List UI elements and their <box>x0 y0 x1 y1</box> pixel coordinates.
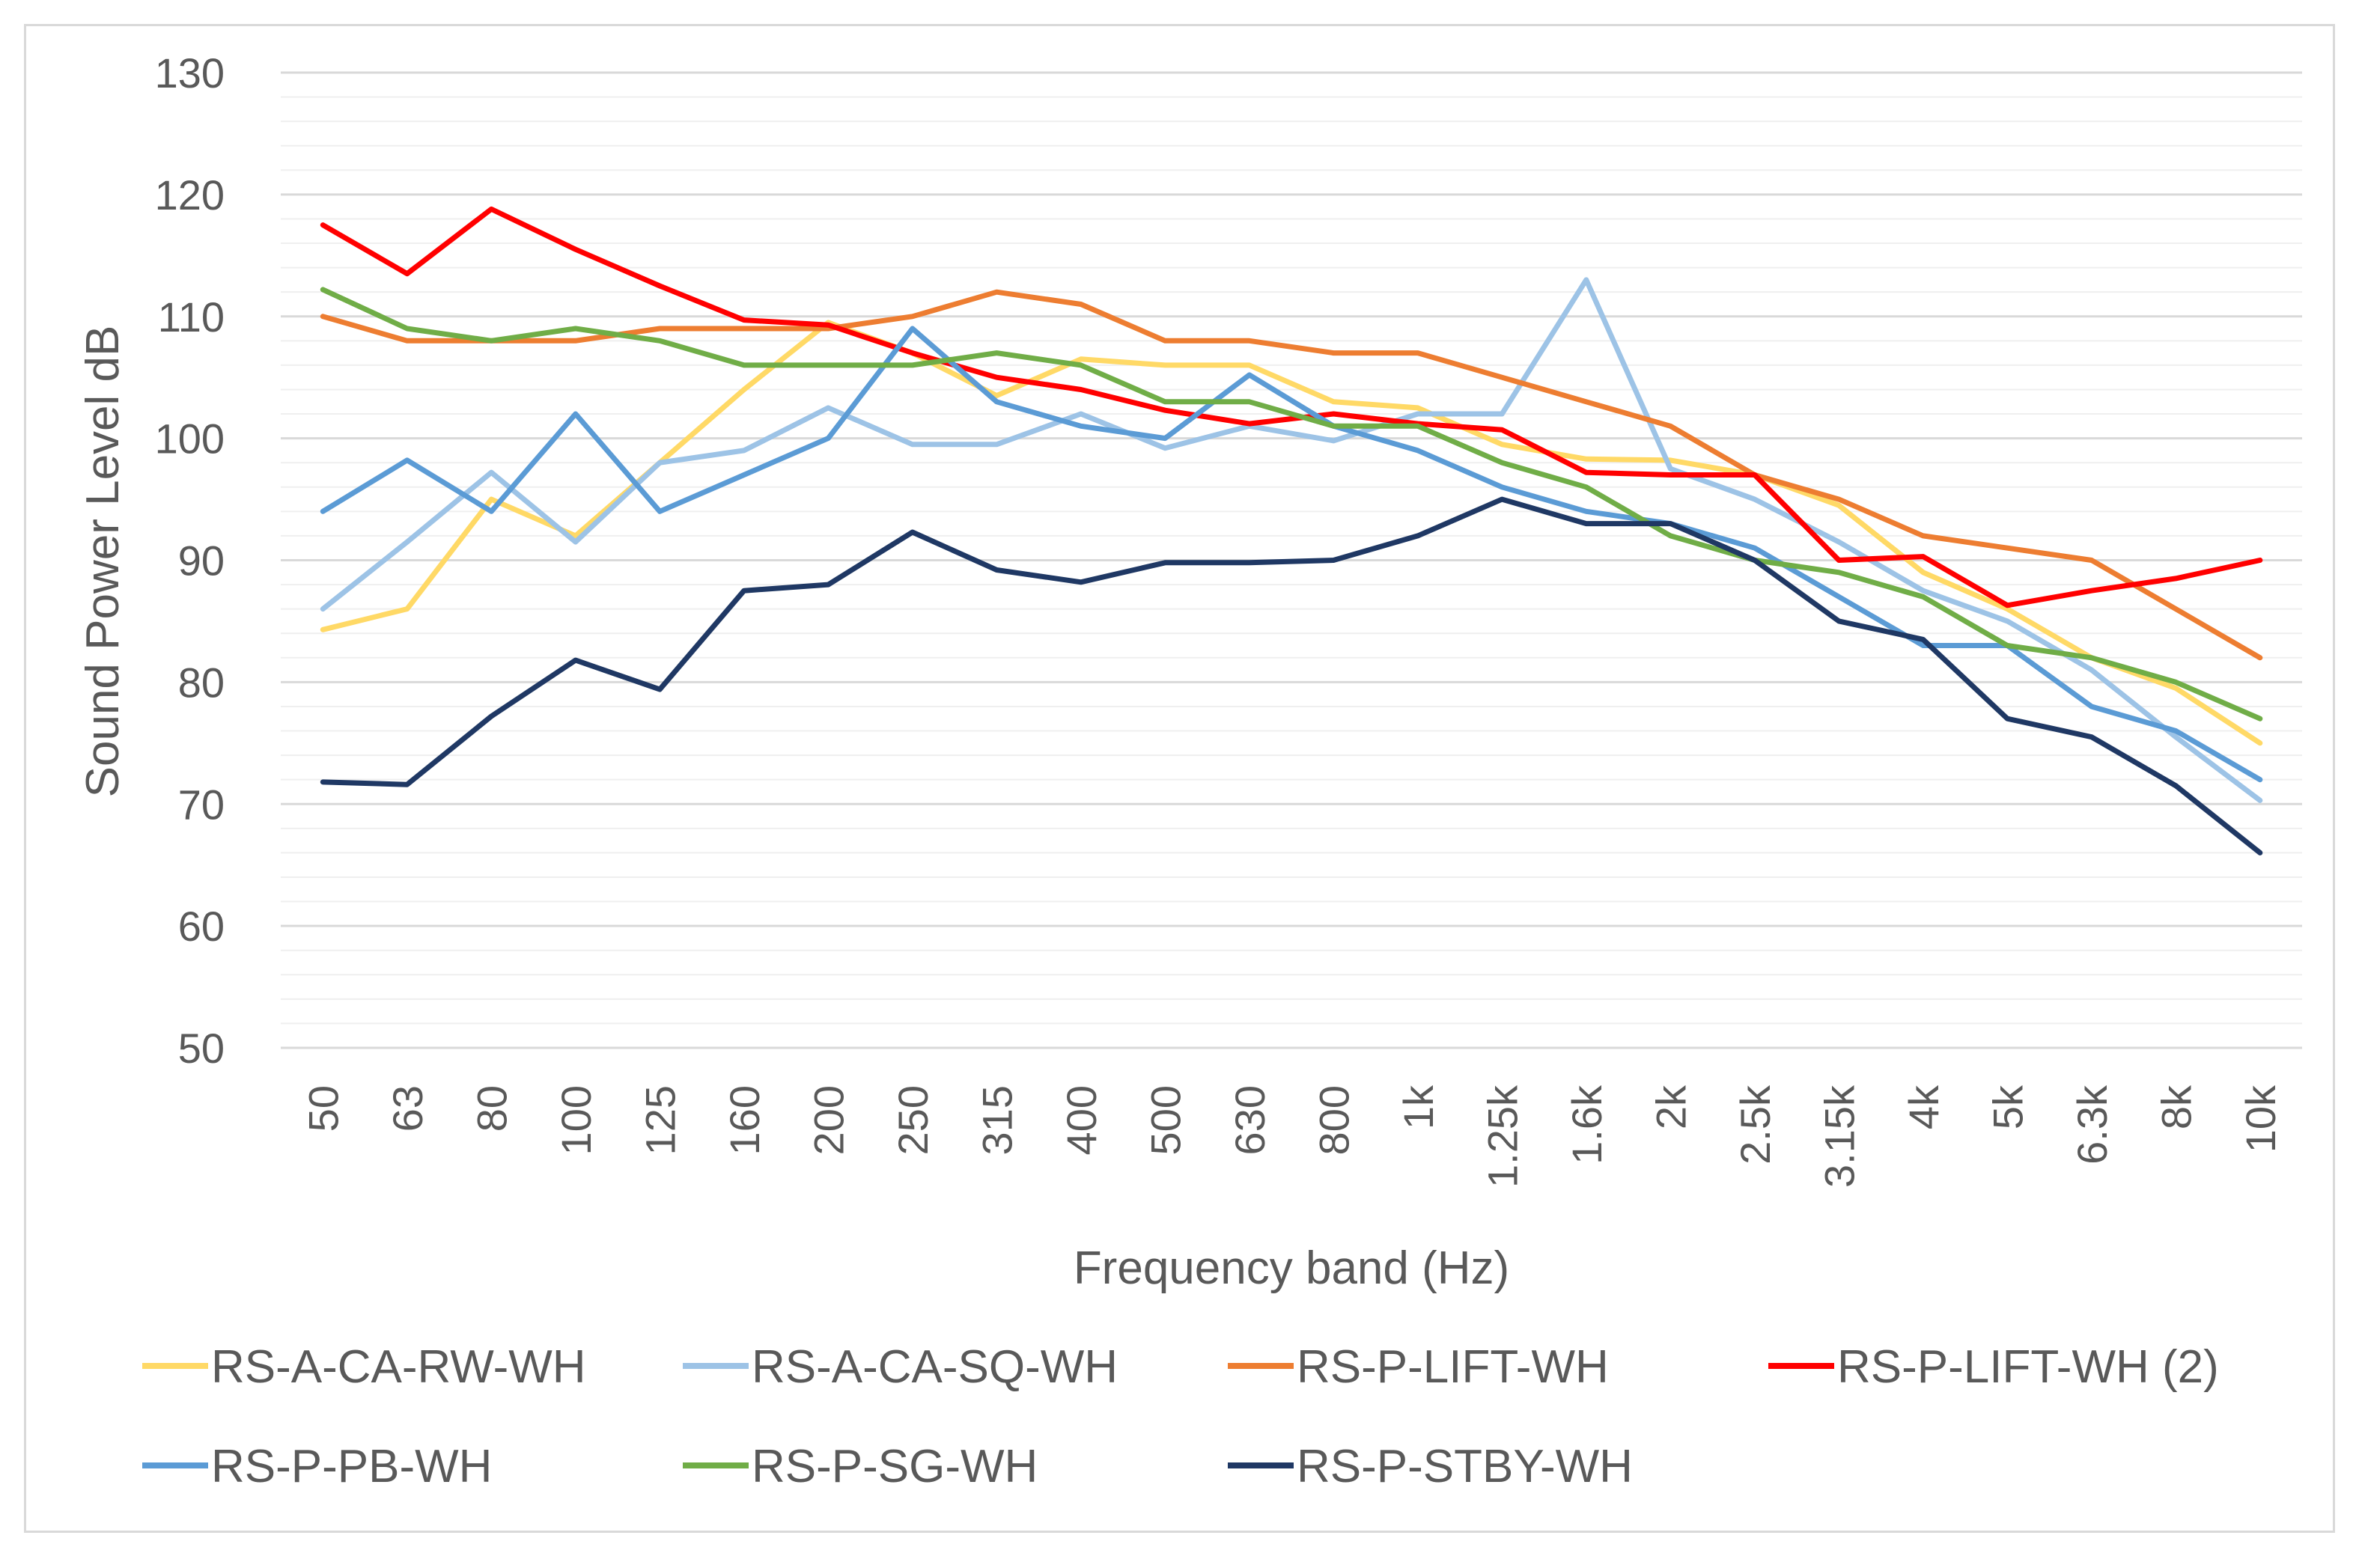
legend-label: RS-P-LIFT-WH (2) <box>1837 1341 2219 1393</box>
legend-item: RS-P-PB-WH <box>142 1441 492 1492</box>
y-axis-ticks: 50 60 70 80 90 100 110 120 130 <box>155 49 225 1072</box>
legend-label: RS-P-STBY-WH <box>1297 1441 1633 1492</box>
x-tick-label: 4k <box>1900 1085 1947 1129</box>
legend-label: RS-P-PB-WH <box>211 1441 492 1492</box>
x-tick-label: 63 <box>384 1085 431 1132</box>
series-line-rs-p-pb-wh <box>320 326 2263 783</box>
legend-label: RS-P-SG-WH <box>752 1441 1038 1492</box>
x-tick-label: 125 <box>636 1085 684 1155</box>
y-tick-label: 60 <box>178 903 225 950</box>
x-axis-title: Frequency band (Hz) <box>1074 1242 1509 1294</box>
y-axis-title: Sound Power Level dB <box>77 326 129 798</box>
grid-lines <box>281 71 2302 1049</box>
x-tick-label: 6.3k <box>2069 1085 2116 1165</box>
x-tick-label: 630 <box>1226 1085 1273 1155</box>
y-tick-label: 110 <box>158 293 225 341</box>
x-tick-label: 80 <box>468 1085 515 1132</box>
x-tick-label: 1.6k <box>1563 1085 1610 1165</box>
x-tick-label: 5k <box>1984 1085 2031 1129</box>
x-tick-label: 200 <box>805 1085 852 1155</box>
x-tick-label: 10k <box>2237 1085 2284 1153</box>
series-line-rs-a-ca-sq-wh <box>320 277 2263 803</box>
x-tick-label: 100 <box>553 1085 600 1155</box>
x-tick-label: 500 <box>1142 1085 1189 1155</box>
x-tick-label: 3.15k <box>1815 1085 1863 1188</box>
legend-item: RS-P-STBY-WH <box>1228 1441 1633 1492</box>
series-line-rs-p-stby-wh <box>320 496 2263 855</box>
legend-label: RS-A-CA-SQ-WH <box>752 1341 1118 1393</box>
y-tick-label: 100 <box>155 415 225 463</box>
series-lines <box>320 206 2263 855</box>
y-tick-label: 50 <box>178 1025 225 1072</box>
series-line-rs-p-lift-wh-2 <box>320 206 2263 608</box>
x-tick-label: 315 <box>973 1085 1020 1155</box>
y-tick-label: 90 <box>178 537 225 585</box>
series-line-rs-p-lift-wh <box>320 289 2263 661</box>
x-tick-label: 2k <box>1647 1085 1694 1129</box>
legend-item: RS-P-LIFT-WH (2) <box>1768 1341 2219 1393</box>
x-tick-label: 250 <box>889 1085 937 1155</box>
legend-label: RS-A-CA-RW-WH <box>211 1341 586 1393</box>
y-tick-label: 80 <box>178 659 225 706</box>
y-tick-label: 70 <box>178 781 225 828</box>
legend-item: RS-P-LIFT-WH <box>1228 1341 1609 1393</box>
x-tick-label: 1k <box>1395 1085 1442 1129</box>
x-tick-label: 50 <box>299 1085 347 1132</box>
x-tick-label: 800 <box>1310 1085 1357 1155</box>
x-tick-label: 400 <box>1058 1085 1105 1155</box>
legend-item: RS-A-CA-RW-WH <box>142 1341 586 1393</box>
y-tick-label: 120 <box>155 171 225 219</box>
legend: RS-A-CA-RW-WH RS-A-CA-SQ-WH RS-P-LIFT-WH RS… <box>142 1341 2219 1492</box>
legend-label: RS-P-LIFT-WH <box>1297 1341 1609 1393</box>
legend-item: RS-P-SG-WH <box>683 1441 1038 1492</box>
x-tick-label: 2.5k <box>1732 1085 1779 1165</box>
x-tick-label: 160 <box>721 1085 768 1155</box>
series-line-rs-p-sg-wh <box>320 287 2263 722</box>
x-axis-ticks: 50 63 80 100 125 160 200 250 315 400 500 630 800 1k 1.… <box>299 1085 2284 1188</box>
y-tick-label: 130 <box>155 49 225 97</box>
x-tick-label: 8k <box>2152 1085 2200 1129</box>
legend-item: RS-A-CA-SQ-WH <box>683 1341 1118 1393</box>
x-tick-label: 1.25k <box>1479 1085 1526 1188</box>
